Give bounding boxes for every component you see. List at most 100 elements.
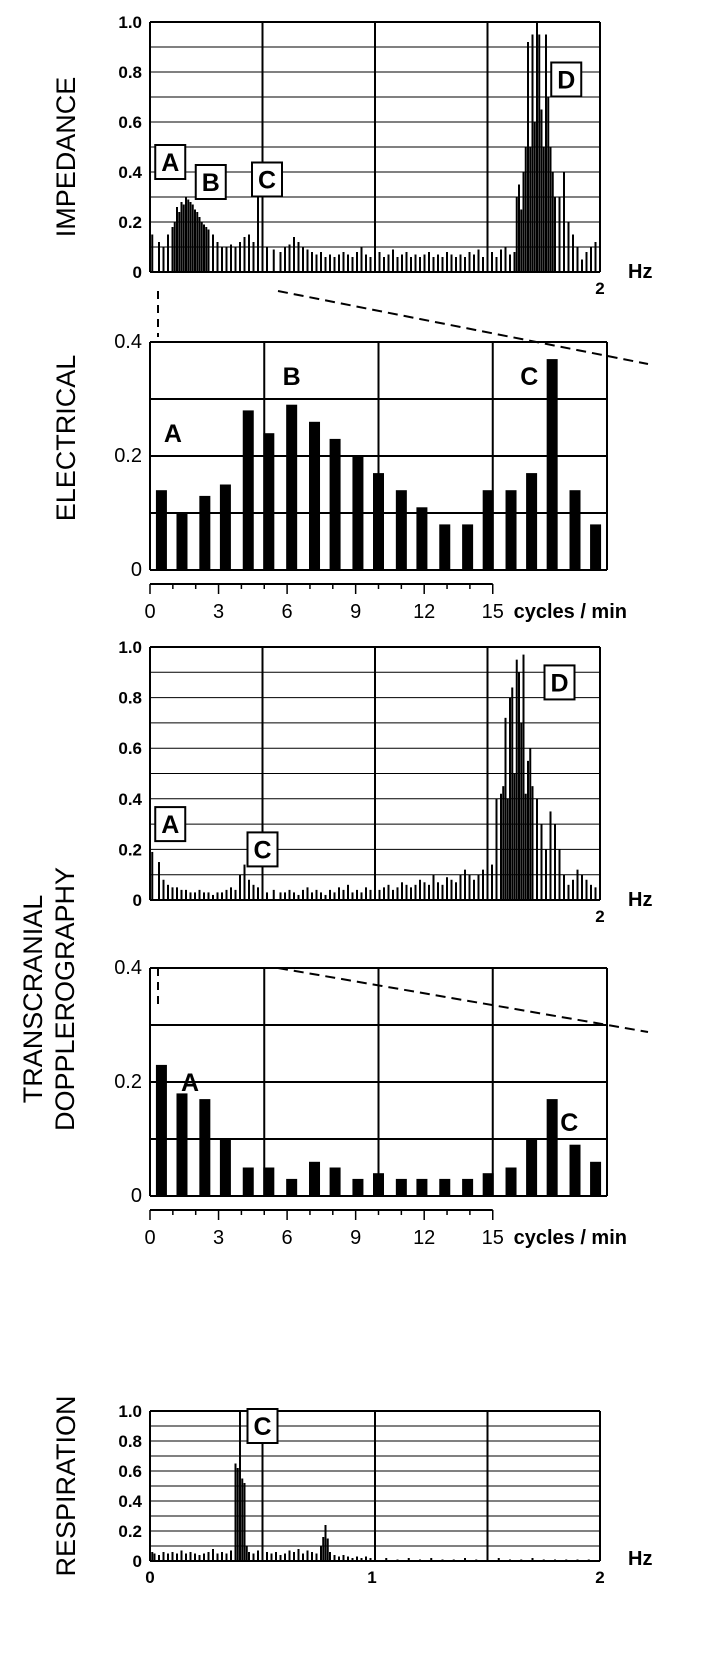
doppler-bar [151,851,154,900]
doppler-bar [369,889,372,900]
doppler-bar [342,889,345,900]
respiration-bar [221,1552,223,1561]
impedance-peak-box [251,161,283,198]
zoom-connector-right-2 [277,967,649,1033]
impedance-peak-box [154,144,187,180]
respiration-bar [326,1538,329,1561]
respiration-bar [587,1559,590,1561]
impedance-bar [518,184,520,272]
impedance-bar [351,257,354,272]
doppler-bar [252,884,255,900]
impedance-bar [356,252,358,272]
doppler-bar [272,889,275,900]
impedance-ytick-label: 1.0 [118,13,142,32]
doppler-bar [225,889,228,900]
impedance-bar [515,197,518,272]
respiration-bar [342,1555,345,1561]
respiration-bar [275,1552,277,1561]
doppler-bar [176,887,178,900]
electrical-ytick-label: 0 [131,559,142,581]
impedance-ytick-label: 0 [133,263,142,282]
respiration-bar [239,1411,241,1561]
respiration-bar [365,1556,367,1561]
impedance-bar [342,252,345,272]
doppler-ytick-label: 1.0 [118,638,142,657]
respiration-bar [311,1552,313,1561]
impedance-bar [567,222,570,272]
doppler-bar [284,892,286,900]
impedance-ytick-label: 0.2 [118,213,142,232]
doppler_zoom-xtick-label: 12 [413,1227,435,1249]
impedance-bar [432,257,435,272]
respiration-bar [351,1558,354,1561]
electrical-xtick-label: 0 [144,601,155,623]
respiration-x-unit: Hz [628,1548,652,1570]
doppler-bar [419,879,421,900]
impedance-peak-box [550,61,583,98]
doppler-bar [401,882,403,900]
doppler_zoom-bar [505,1167,517,1196]
respiration-bar [225,1553,228,1561]
doppler-ytick-label: 0 [133,891,142,910]
respiration-bar [216,1553,219,1561]
respiration-bar [279,1555,282,1561]
doppler_zoom-bar [199,1099,211,1196]
doppler-bar [162,879,165,900]
respiration-bar [284,1553,286,1561]
doppler-bar [572,879,574,900]
doppler-bar [311,892,313,900]
doppler-bar [266,892,268,900]
respiration-xtick-label: 1 [367,1568,376,1587]
doppler_zoom-bar [176,1093,188,1196]
doppler-bar [203,892,205,900]
doppler_zoom-bar [352,1178,364,1196]
impedance-bar [594,242,597,272]
respiration-bar [360,1558,363,1561]
doppler-bar [513,773,516,900]
electrical-bar [590,524,602,570]
impedance-bar [547,97,550,272]
doppler-bar [171,887,174,900]
electrical-bar [482,490,494,570]
respiration-bar [185,1553,187,1561]
doppler-bar [428,884,430,900]
impedance-bar [491,252,493,272]
impedance-bar [261,242,264,272]
doppler-bar [455,882,457,900]
electrical-bar [462,524,474,570]
respiration-bar [270,1553,273,1561]
electrical-xtick-label: 3 [213,601,224,623]
doppler_zoom-xtick-label: 3 [213,1227,224,1249]
doppler_zoom-x-unit: cycles / min [514,1227,627,1249]
doppler-bar [158,862,160,900]
section-title-respiration: RESPIRATION [51,1395,81,1576]
doppler-bar [549,811,552,900]
impedance-ytick-label: 0.6 [118,113,142,132]
impedance-bar [315,254,318,272]
respiration-xtick-label: 2 [595,1568,604,1587]
impedance-bar [527,42,529,272]
impedance-bar [522,172,525,272]
impedance-ytick-label: 0.4 [118,163,142,182]
impedance-bar [563,172,565,272]
respiration-bar [554,1559,556,1561]
respiration-bar [252,1553,255,1561]
doppler_zoom-ytick-label: 0.2 [114,1071,142,1093]
doppler-bar [198,889,201,900]
respiration-ytick-label: 1.0 [118,1402,142,1421]
respiration-bar [396,1559,399,1561]
respiration-bar [520,1559,523,1561]
electrical-xtick-label: 12 [413,601,435,623]
doppler-bar [495,798,498,900]
electrical-bar [373,473,384,570]
impedance-bar [459,254,462,272]
doppler-peak-label: C [253,836,271,864]
impedance-bar [446,252,448,272]
impedance-bar [221,247,223,272]
impedance-bar [482,257,484,272]
impedance-bar [374,254,376,272]
electrical-bar [219,484,231,570]
respiration-bar [306,1550,309,1561]
impedance-x-unit: Hz [628,261,652,283]
impedance-bar [162,247,165,272]
